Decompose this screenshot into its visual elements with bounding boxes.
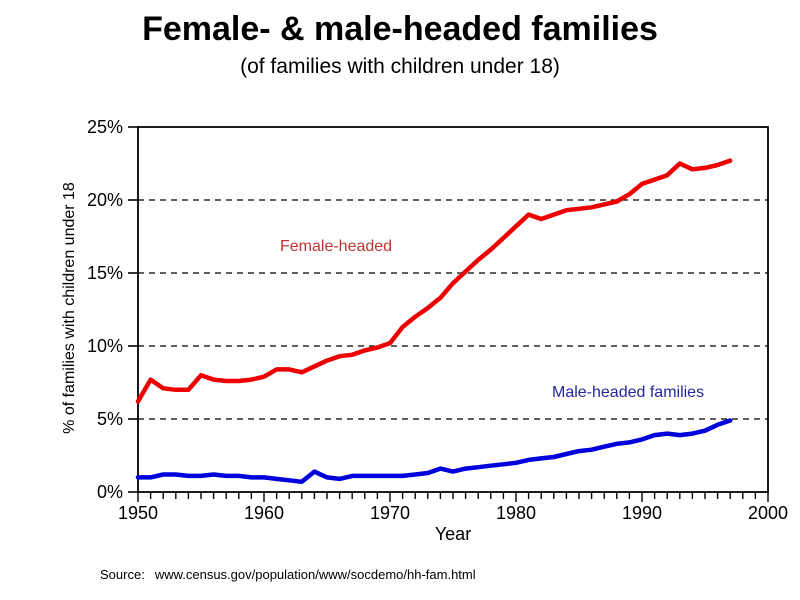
y-tick-label: 25% (87, 117, 123, 137)
x-axis-label: Year (434, 524, 472, 544)
y-tick-label: 20% (87, 190, 123, 210)
y-tick-label: 15% (87, 263, 123, 283)
x-tick-label: 1950 (118, 503, 158, 523)
y-tick-label: 0% (97, 482, 123, 502)
x-tick-label: 1980 (496, 503, 536, 523)
x-tick-label: 2000 (748, 503, 788, 523)
x-tick-label: 1960 (244, 503, 284, 523)
series-label-female-headed: Female-headed (280, 238, 393, 255)
chart-title: Female- & male-headed families (142, 10, 658, 48)
series-line-male-headed-families (135, 418, 733, 485)
plot-border (137, 126, 769, 493)
chart-subtitle: (of families with children under 18) (240, 55, 560, 78)
y-axis-label: % of families with children under 18 (61, 182, 78, 434)
source-note: Source: www.census.gov/population/www/soc… (100, 567, 476, 582)
x-tick-label: 1970 (370, 503, 410, 523)
source-url: www.census.gov/population/www/socdemo/hh… (154, 567, 476, 582)
x-tick-label: 1990 (622, 503, 662, 523)
y-tick-label: 5% (97, 409, 123, 429)
y-tick-label: 10% (87, 336, 123, 356)
series-line-female-headed (135, 158, 733, 404)
series-label-male-headed: Male-headed families (552, 384, 705, 401)
source-label: Source: (100, 567, 145, 582)
